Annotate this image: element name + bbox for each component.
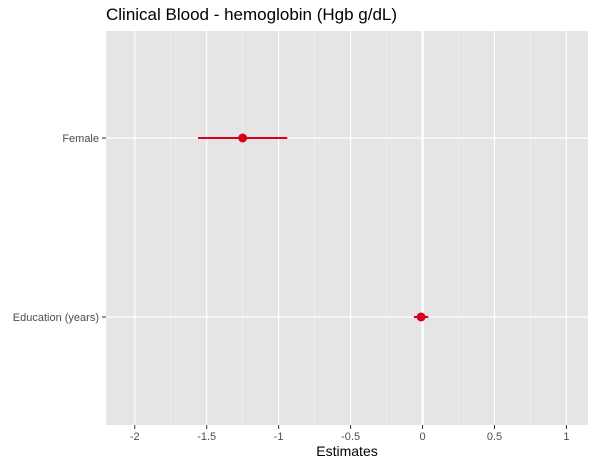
x-tick-label: -2: [130, 431, 140, 443]
y-tick-label: Female: [62, 133, 99, 145]
x-tick-label: -0.5: [341, 431, 360, 443]
estimate-marks: [198, 133, 429, 322]
estimate-point: [416, 312, 426, 322]
x-axis-title: Estimates: [316, 443, 377, 459]
chart-title: Clinical Blood - hemoglobin (Hgb g/dL): [106, 5, 397, 24]
x-axis-ticks: -2 -1.5 -1 -0.5 0 0.5 1: [130, 425, 569, 443]
x-tick-label: 1: [563, 431, 569, 443]
major-gridlines: [106, 31, 588, 425]
y-tick-label: Education (years): [13, 312, 99, 324]
minor-gridlines: [170, 31, 531, 425]
estimate-point: [238, 133, 248, 143]
x-tick-label: -1: [274, 431, 284, 443]
x-tick-label: 0.5: [487, 431, 502, 443]
x-tick-label: -1.5: [197, 431, 216, 443]
y-axis-ticks: Female Education (years): [13, 133, 106, 324]
x-tick-label: 0: [419, 431, 425, 443]
plot-panel: [106, 31, 588, 425]
